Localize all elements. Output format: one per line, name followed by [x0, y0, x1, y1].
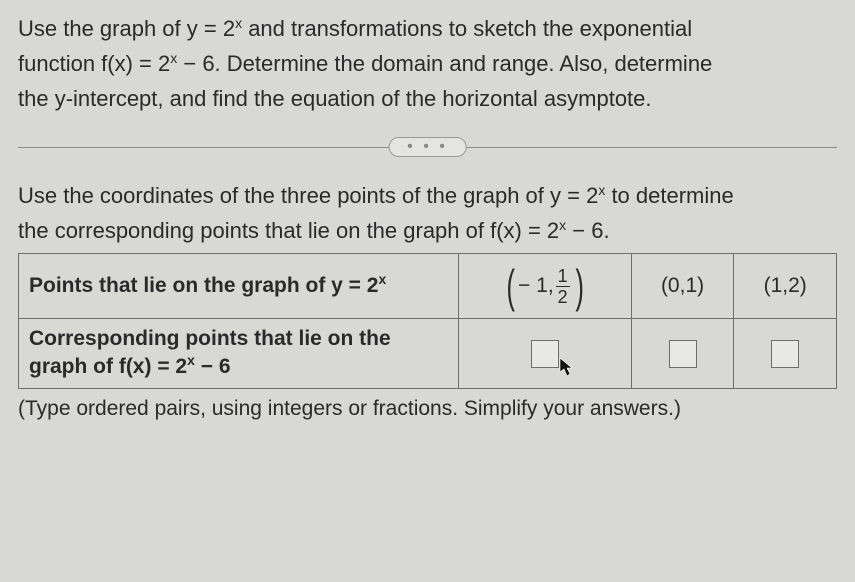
answer-cell-3: [734, 319, 837, 389]
row2-label-line1: Corresponding points that lie on the: [29, 327, 391, 350]
point-1: ( − 1, 1 2 ): [459, 254, 632, 319]
hint-text: (Type ordered pairs, using integers or f…: [18, 393, 837, 425]
instruction-text: Use the coordinates of the three points …: [18, 179, 837, 247]
point-3: (1,2): [734, 254, 837, 319]
ellipsis-icon: • • •: [407, 139, 448, 155]
answer-cell-2: [631, 319, 734, 389]
instruction-line-1: Use the coordinates of the three points …: [18, 179, 837, 212]
question-line-3: the y-intercept, and find the equation o…: [18, 82, 837, 115]
question-line-1: Use the graph of y = 2x and transformati…: [18, 12, 837, 45]
page-root: Use the graph of y = 2x and transformati…: [0, 0, 855, 430]
divider-pill[interactable]: • • •: [388, 137, 467, 157]
p1-prefix: − 1,: [518, 270, 554, 302]
answer-box-2[interactable]: [669, 340, 697, 368]
row1-label: Points that lie on the graph of y = 2x: [19, 254, 459, 319]
answer-box-1[interactable]: [531, 340, 559, 368]
cursor-icon: [559, 357, 575, 377]
table-row: Points that lie on the graph of y = 2x (…: [19, 254, 837, 319]
table-row: Corresponding points that lie on the gra…: [19, 319, 837, 389]
question-line-2: function f(x) = 2x − 6. Determine the do…: [18, 47, 837, 80]
p1-fraction: 1 2: [556, 267, 570, 306]
answer-box-3[interactable]: [771, 340, 799, 368]
points-table: Points that lie on the graph of y = 2x (…: [18, 253, 837, 389]
row2-label: Corresponding points that lie on the gra…: [19, 319, 459, 389]
section-divider: • • •: [18, 137, 837, 157]
point-2: (0,1): [631, 254, 734, 319]
answer-cell-1: [459, 319, 632, 389]
instruction-line-2: the corresponding points that lie on the…: [18, 214, 837, 247]
question-text: Use the graph of y = 2x and transformati…: [18, 12, 837, 115]
